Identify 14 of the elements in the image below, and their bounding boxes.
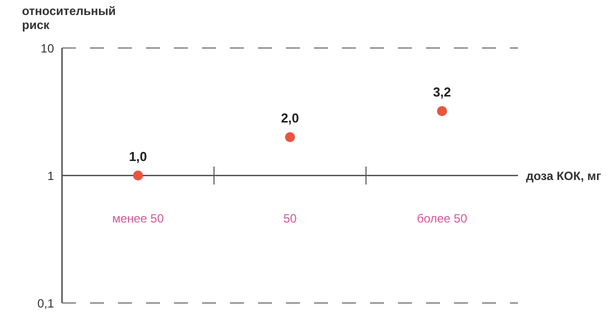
y-tick-label: 1 <box>47 168 54 183</box>
point <box>285 132 295 142</box>
x-axis-title: доза КОК, мг <box>526 168 602 183</box>
x-tick-label: более 50 <box>416 212 468 226</box>
point <box>437 106 447 116</box>
x-tick-label: менее 50 <box>112 212 164 226</box>
y-tick-label: 10 <box>40 41 54 56</box>
x-tick-label: 50 <box>283 212 297 226</box>
y-axis-title: относительный риск <box>22 4 117 32</box>
y-tick-label: 0,1 <box>37 296 54 310</box>
point <box>133 170 143 180</box>
data-label: 2,0 <box>280 110 300 126</box>
data-label: 1,0 <box>128 148 148 164</box>
data-label: 3,2 <box>432 84 452 100</box>
